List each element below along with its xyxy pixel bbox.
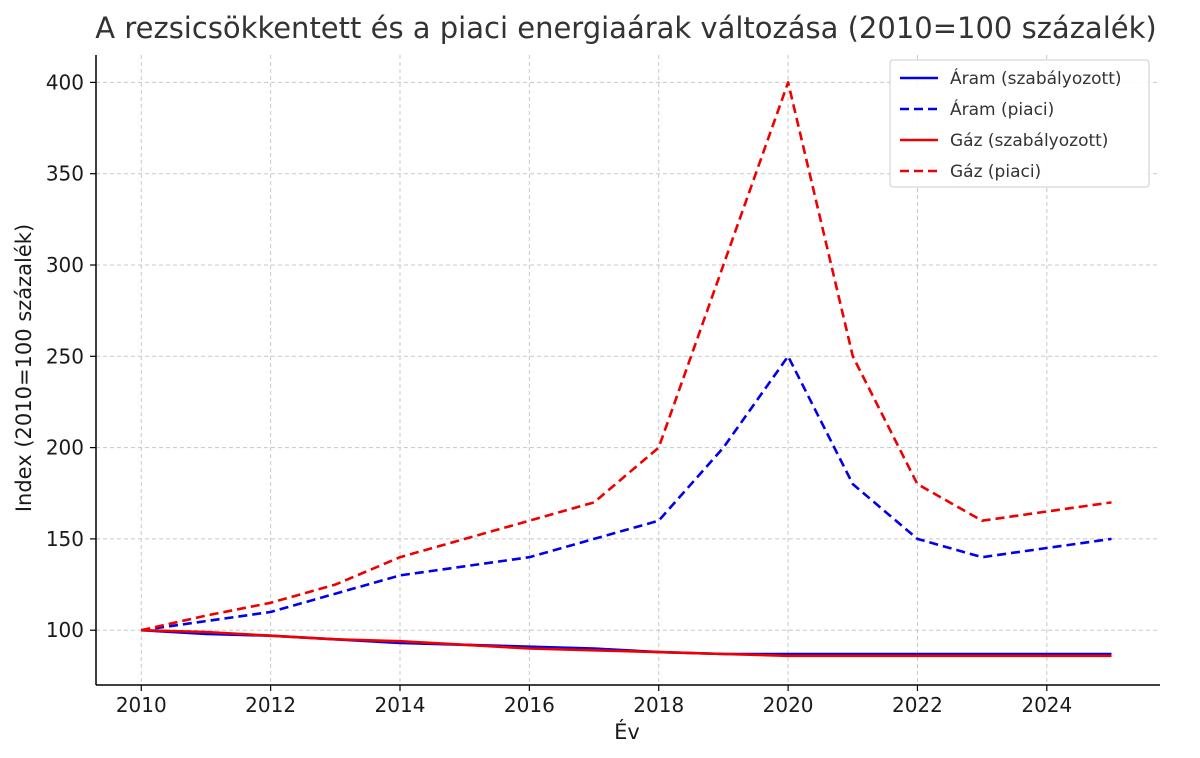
axes xyxy=(95,55,1160,686)
x-tick-label: 2016 xyxy=(504,693,555,717)
y-axis-label: Index (2010=100 százalék) xyxy=(12,224,36,512)
x-tick-label: 2020 xyxy=(763,693,814,717)
x-tick-label: 2022 xyxy=(892,693,943,717)
series-line-2 xyxy=(141,354,1112,632)
x-tick-label: 2014 xyxy=(375,693,426,717)
y-tick-label: 150 xyxy=(46,527,84,551)
series-lines xyxy=(141,81,1112,658)
grid xyxy=(96,55,1160,685)
x-tick-label: 2010 xyxy=(116,693,167,717)
y-tick-label: 400 xyxy=(46,70,84,94)
y-tick-label: 300 xyxy=(46,253,84,277)
series-line-3 xyxy=(141,628,1112,658)
legend-label-4: Gáz (piaci) xyxy=(950,162,1041,182)
legend-label-1: Áram (szabályozott) xyxy=(950,67,1122,89)
y-tick-label: 250 xyxy=(46,344,84,368)
x-axis-label: Év xyxy=(614,719,640,744)
legend-frame xyxy=(889,59,1150,188)
series-line-4 xyxy=(141,81,1112,632)
y-tick-label: 350 xyxy=(46,162,84,186)
x-tick-label: 2012 xyxy=(245,693,296,717)
x-tick-label: 2018 xyxy=(633,693,684,717)
x-tick-label: 2024 xyxy=(1021,693,1072,717)
y-tick-label: 100 xyxy=(46,618,84,642)
y-tick-label: 200 xyxy=(46,436,84,460)
chart-title: A rezsicsökkentett és a piaci energiaára… xyxy=(95,11,1156,45)
legend-label-2: Áram (piaci) xyxy=(950,98,1054,120)
legend-label-3: Gáz (szabályozott) xyxy=(950,131,1108,151)
legend: Áram (szabályozott) Áram (piaci) Gáz (szab… xyxy=(889,59,1150,188)
tick-labels: 2010 2012 2014 2016 2018 2020 2022 2024 100 150 20… xyxy=(46,70,1072,717)
